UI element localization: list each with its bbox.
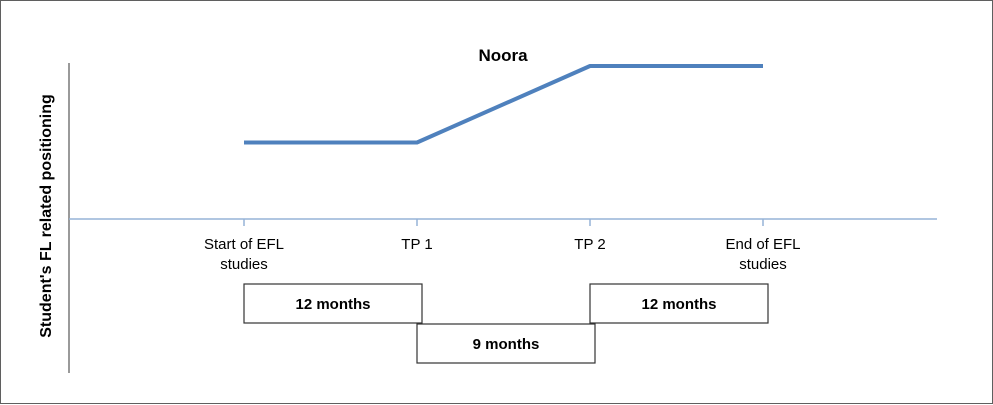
x-tick-label: TP 1 [401,236,432,253]
x-axis-ticks [243,219,764,226]
duration-label: 9 months [473,336,540,353]
x-tick-label: End of EFL studies [725,236,800,273]
duration-boxes: 12 months 9 months 12 months [243,283,769,364]
x-tick-label: Start of EFL studies [204,236,284,273]
duration-box [416,323,596,364]
duration-label: 12 months [295,296,370,313]
duration-box [589,283,769,324]
chart-title: Noora [478,46,528,65]
series-layer [244,64,763,145]
y-axis-label: Student's FL related positioning [38,94,55,338]
x-tick-label: TP 2 [574,236,605,253]
series-line [244,64,763,145]
duration-box [243,283,423,324]
x-axis-tick-labels: Start of EFL studies TP 1 TP 2 End of EFL stu… [204,236,801,273]
duration-label: 12 months [641,296,716,313]
